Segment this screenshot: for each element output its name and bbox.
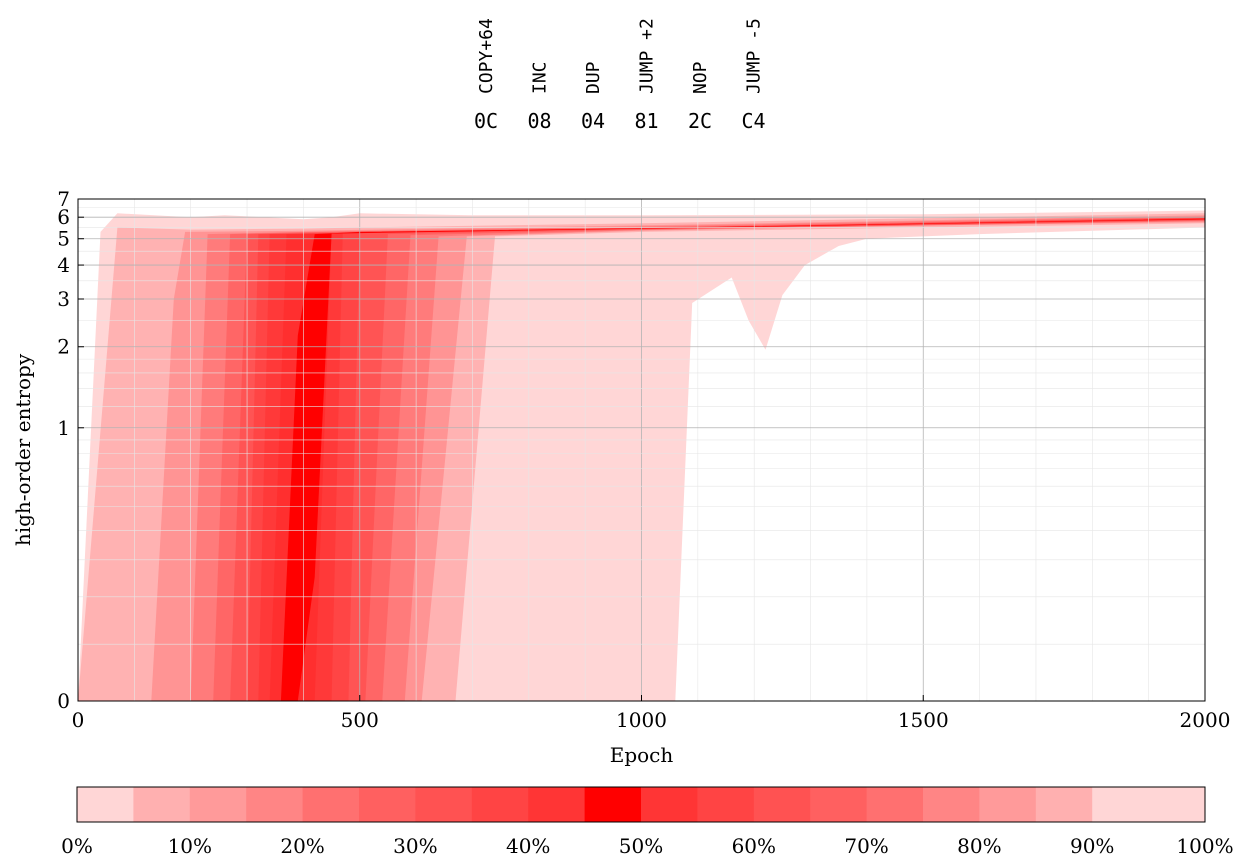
colorbar-cell <box>189 787 247 822</box>
colorbar-cell <box>584 787 642 822</box>
colorbar-cell <box>1092 787 1150 822</box>
colorbar-label: 70% <box>844 834 888 858</box>
y-tick-label: 1 <box>57 416 70 440</box>
colorbar-cell <box>1035 787 1093 822</box>
colorbar-cell <box>1148 787 1206 822</box>
colorbar-cell <box>528 787 586 822</box>
colorbar-cell <box>471 787 529 822</box>
opcode-hex: 81 <box>634 109 658 133</box>
colorbar-cell <box>246 787 304 822</box>
y-tick-label: 2 <box>57 335 70 359</box>
opcode-mnemonic: JUMP +2 <box>637 18 658 94</box>
opcode-hex: 0C <box>474 109 498 133</box>
colorbar-label: 0% <box>61 834 93 858</box>
y-tick-label: 4 <box>57 253 70 277</box>
colorbar-cell <box>979 787 1037 822</box>
colorbar-cell <box>923 787 980 822</box>
opcode-mnemonic: NOP <box>690 61 711 94</box>
y-tick-label: 5 <box>57 227 70 251</box>
opcode-mnemonic: JUMP -5 <box>744 18 765 94</box>
opcode-mnemonic: INC <box>530 61 551 94</box>
opcode-hex: C4 <box>741 109 765 133</box>
colorbar-cell <box>641 787 698 822</box>
colorbar-label: 90% <box>1070 834 1114 858</box>
x-tick-label: 500 <box>341 708 379 732</box>
colorbar-cell <box>697 787 755 822</box>
colorbar-label: 30% <box>393 834 437 858</box>
x-tick-label: 1500 <box>898 708 949 732</box>
y-tick-label: 0 <box>57 689 70 713</box>
colorbar-frame <box>76 786 1206 823</box>
colorbar-cell <box>302 787 360 822</box>
x-tick-label: 0 <box>72 708 85 732</box>
colorbar-label: 20% <box>280 834 324 858</box>
colorbar-cell <box>810 787 868 822</box>
y-axis-label: high-order entropy <box>11 353 35 546</box>
opcode-mnemonic: DUP <box>583 61 604 94</box>
opcode-hex: 08 <box>527 109 551 133</box>
colorbar-label: 100% <box>1176 834 1233 858</box>
colorbar-cell <box>133 787 191 822</box>
x-tick-label: 2000 <box>1180 708 1231 732</box>
colorbar-label: 50% <box>619 834 663 858</box>
opcode-hex: 04 <box>581 109 605 133</box>
colorbar-label: 40% <box>506 834 550 858</box>
opcode-mnemonic: COPY+64 <box>476 18 497 94</box>
y-tick-label: 6 <box>57 205 70 229</box>
colorbar-label: 60% <box>732 834 776 858</box>
colorbar-cell <box>866 787 924 822</box>
opcode-hex: 2C <box>688 109 712 133</box>
colorbar: 0% 10% 20% 30% 40% 50% 60% 70% 80% 90% 100% <box>61 786 1234 858</box>
x-axis-label: Epoch <box>610 743 674 767</box>
x-tick-label: 1000 <box>616 708 667 732</box>
colorbar-cell <box>359 787 416 822</box>
opcode-header: COPY+64 0C INC 08 DUP 04 JUMP +2 81 NOP 2C JUMP -5… <box>474 18 766 133</box>
colorbar-label: 80% <box>957 834 1001 858</box>
y-tick-label: 3 <box>57 287 70 311</box>
colorbar-cell <box>77 787 134 822</box>
y-tick-label: 7 <box>57 187 70 211</box>
colorbar-cell <box>415 787 473 822</box>
colorbar-cell <box>753 787 811 822</box>
colorbar-label: 10% <box>168 834 212 858</box>
grid-lines <box>77 198 1206 702</box>
